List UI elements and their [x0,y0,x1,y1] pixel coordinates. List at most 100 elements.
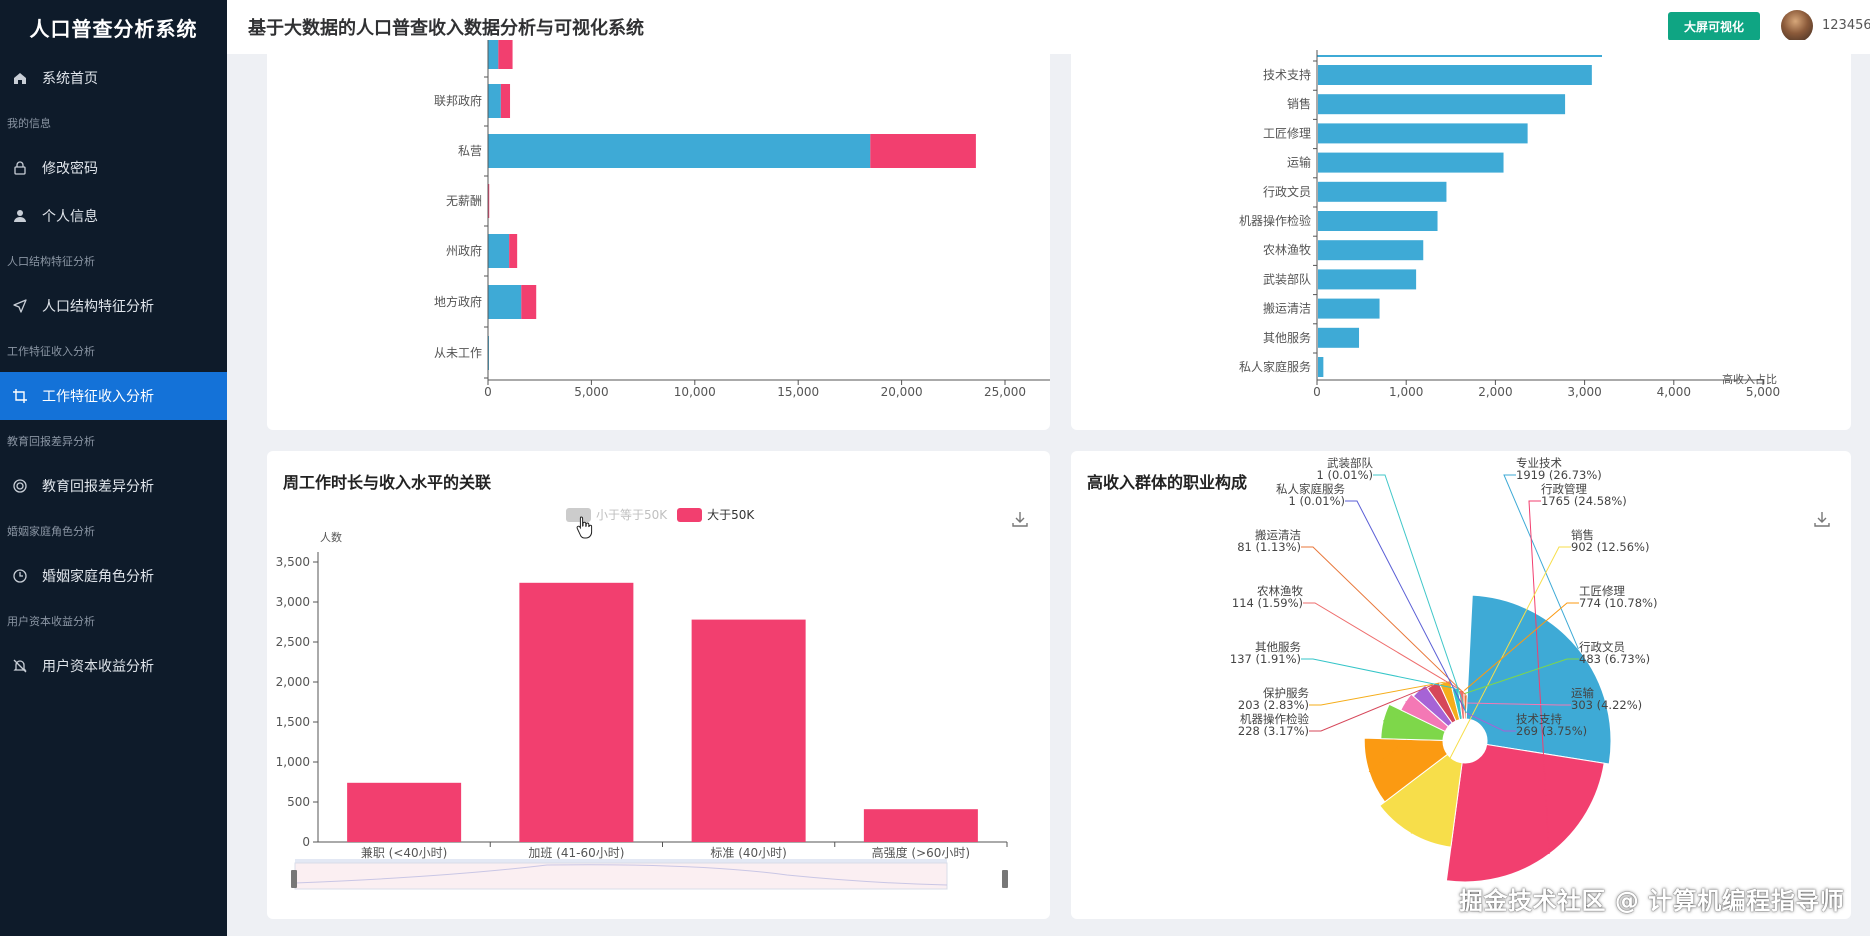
occupation-bar[interactable] [1318,123,1528,144]
occupation-bar[interactable] [1318,152,1504,173]
high-income-occupation-pie-card: 高收入群体的职业构成 专业技术 1919 (26.73%) 行政管理 1765 (24… [1071,451,1851,919]
workclass-bar[interactable] [488,285,522,319]
hours-bar[interactable] [519,582,634,842]
x-tick-label: 0 [484,385,492,399]
workclass-bar[interactable] [488,84,501,118]
user-icon [12,208,28,224]
pie-label-name: 销售 [1571,528,1594,542]
occupation-bar[interactable] [1318,298,1380,319]
sidebar-group-label: 人口结构特征分析 [7,255,95,268]
sidebar-group-label: 工作特征收入分析 [7,345,95,358]
workclass-bar[interactable] [521,285,537,319]
pie-label-line [1345,500,1467,714]
y-tick-label: 工匠修理 [1263,125,1311,140]
hours-bar[interactable] [691,619,806,842]
hours-bar[interactable] [863,809,978,842]
datazoom-handle-left[interactable] [291,870,297,888]
sidebar-item[interactable]: 系统首页 [0,54,227,102]
x-tick-label: 标准 (40小时) [710,846,786,860]
legend-swatch-gt50k [677,507,703,522]
sidebar-group-label: 我的信息 [7,117,51,130]
sidebar-nav: 系统首页 我的信息 修改密码 个人信息 人口结构特征分析 人口结构特征分析 工作特征收入分析… [0,54,227,690]
y-axis-name: 人数 [320,531,342,544]
sidebar-item-label: 系统首页 [42,71,98,87]
pie-slice[interactable] [1465,594,1612,765]
workclass-bar[interactable] [488,184,490,218]
bigscreen-button[interactable]: 大屏可视化 [1668,12,1760,41]
legend-item-gt50k[interactable]: 大于50K [677,506,754,523]
occupation-bar[interactable] [1318,240,1424,261]
y-tick-label: 0 [302,835,310,849]
occupation-bar[interactable] [1318,94,1566,115]
x-tick-label: 加班 (41-60小时) [528,846,624,860]
workclass-bar[interactable] [498,40,513,69]
pie-label-value: 1 (0.01%) [1289,494,1345,508]
sidebar-item[interactable]: 婚姻家庭角色分析 [0,552,227,600]
pie-chart-title: 高收入群体的职业构成 [1087,473,1248,492]
y-tick-label: 1,000 [276,755,310,769]
x-tick-label: 4,000 [1657,385,1691,399]
pie-label-line [1503,474,1579,650]
occupation-bar[interactable] [1318,65,1592,85]
pie-slice[interactable] [1363,737,1448,803]
legend-swatch-le50k [566,507,591,522]
pie-slice[interactable] [1426,681,1457,724]
pie-label-name: 工匠修理 [1579,584,1625,598]
y-tick-label: 运输 [1287,155,1311,170]
pie-slice[interactable] [1445,743,1605,883]
sidebar-item[interactable]: 用户资本收益分析 [0,642,227,690]
y-tick-label: 3,000 [276,595,310,609]
workclass-bar[interactable] [500,84,511,118]
datazoom-preview-line [294,864,948,886]
download-icon[interactable] [1011,510,1029,528]
x-tick-label: 1,000 [1389,385,1423,399]
pie-label-value: 483 (6.73%) [1579,652,1650,666]
y-tick-label: 州政府 [446,243,482,258]
pie-label-name: 技术支持 [1516,712,1562,726]
sidebar-item[interactable]: 个人信息 [0,192,227,240]
pie-slice[interactable] [1463,694,1468,720]
pie-label-value: 1919 (26.73%) [1516,468,1602,482]
sidebar-item[interactable]: 教育回报差异分析 [0,462,227,510]
pie-label-name: 行政文员 [1579,640,1625,654]
pie-label-line [1301,658,1456,689]
x-tick-label: 兼职 (<40小时) [361,846,448,860]
sidebar-item[interactable]: 人口结构特征分析 [0,282,227,330]
datazoom-handle-right[interactable] [1002,870,1008,888]
sidebar-group-label: 用户资本收益分析 [7,615,95,628]
pie-slice[interactable] [1380,703,1446,741]
occupation-bar[interactable] [1318,211,1438,231]
pie-label-value: 1 (0.01%) [1317,468,1373,482]
y-tick-label: 无薪酬 [446,194,482,208]
occupation-bar[interactable] [1318,269,1417,290]
avatar[interactable] [1781,10,1813,42]
pie-label-value: 774 (10.78%) [1579,596,1657,610]
y-tick-label: 其他服务 [1263,330,1311,345]
workclass-income-card: 联邦政府 私营 无薪酬 州政府 地方政府 从未工作 0 5,000 10,000 15,000 20… [267,40,1050,430]
workclass-bar[interactable] [488,40,499,69]
workclass-bar[interactable] [488,134,871,168]
occupation-bar[interactable] [1318,357,1324,377]
sidebar-item[interactable]: 工作特征收入分析 [0,372,227,420]
workclass-bar[interactable] [509,234,518,268]
hours-bar[interactable] [347,782,462,842]
workclass-bar[interactable] [488,234,510,268]
occupation-bar[interactable] [1318,181,1447,202]
hours-income-card: 周工作时长与收入水平的关联 小于等于50K 大于50K 人数 0 500 1,000 1… [267,451,1050,919]
occupation-bar[interactable] [1318,327,1360,348]
workclass-bar[interactable] [870,134,976,168]
pie-label-name: 私人家庭服务 [1276,482,1345,496]
download-icon[interactable] [1813,510,1831,528]
username[interactable]: 123456 [1822,18,1870,33]
pie-label-value: 203 (2.83%) [1238,698,1309,712]
legend-item-le50k[interactable]: 小于等于50K [566,506,667,523]
sidebar-item[interactable]: 修改密码 [0,144,227,192]
y-tick-label: 私营 [458,144,482,158]
pie-slice[interactable] [1379,753,1463,848]
pie-label-line [1303,602,1462,691]
app-brand: 人口普查分析系统 [29,16,198,41]
datazoom-track[interactable] [294,862,948,890]
pie-label-value: 902 (12.56%) [1571,540,1649,554]
